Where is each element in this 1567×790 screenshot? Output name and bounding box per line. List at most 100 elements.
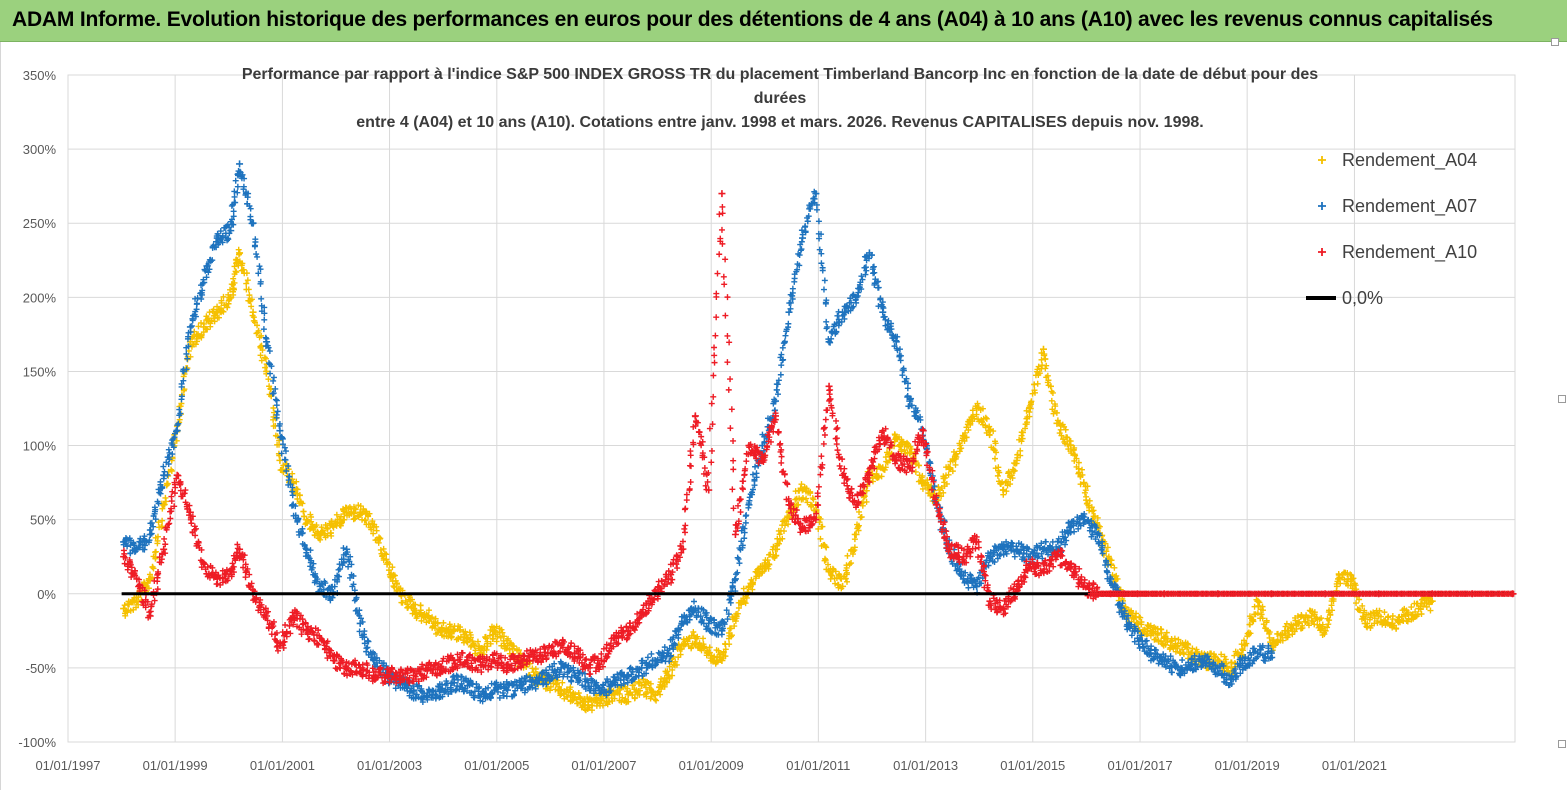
- data-point-interpolated: [779, 535, 786, 542]
- data-point-interpolated: [1259, 607, 1266, 614]
- data-point: [1321, 627, 1329, 635]
- data-point-interpolated: [426, 617, 433, 624]
- data-point-interpolated: [1113, 572, 1120, 579]
- data-point-interpolated: [1246, 621, 1253, 628]
- data-point-interpolated: [175, 420, 182, 427]
- data-point: [276, 427, 284, 435]
- data-point-interpolated: [1337, 580, 1344, 587]
- data-point-interpolated: [265, 360, 272, 367]
- data-point-interpolated: [279, 441, 286, 448]
- data-point-interpolated: [824, 561, 831, 568]
- data-point-interpolated: [593, 694, 600, 701]
- data-point-interpolated: [471, 694, 478, 701]
- data-point: [329, 523, 337, 531]
- data-point-interpolated: [822, 300, 829, 307]
- data-point-interpolated: [1011, 467, 1018, 474]
- data-point-interpolated: [795, 501, 802, 508]
- data-point-interpolated: [296, 492, 303, 499]
- data-point-interpolated: [629, 668, 636, 675]
- data-point-interpolated: [434, 619, 441, 626]
- data-point-interpolated: [493, 638, 500, 645]
- data-point-interpolated: [224, 304, 231, 311]
- data-point-interpolated: [467, 634, 474, 641]
- data-point-interpolated: [267, 361, 274, 368]
- data-point-interpolated: [1036, 370, 1043, 377]
- data-point-interpolated: [446, 629, 453, 636]
- data-point-interpolated: [476, 684, 483, 691]
- data-point-interpolated: [240, 266, 247, 273]
- data-point-interpolated: [1246, 613, 1253, 620]
- data-point-interpolated: [657, 691, 664, 698]
- data-point-interpolated: [375, 539, 382, 546]
- data-point-interpolated: [273, 414, 280, 421]
- data-point-interpolated: [1356, 596, 1363, 603]
- data-point-interpolated: [168, 467, 175, 474]
- data-point-interpolated: [801, 484, 808, 491]
- data-point-interpolated: [487, 640, 494, 647]
- data-point-interpolated: [625, 698, 632, 705]
- data-point-interpolated: [647, 680, 654, 687]
- data-point-interpolated: [743, 512, 750, 519]
- data-point-interpolated: [1363, 623, 1370, 630]
- data-point-interpolated: [347, 553, 354, 560]
- data-point-interpolated: [599, 702, 606, 709]
- data-point-interpolated: [356, 607, 363, 614]
- data-point-interpolated: [161, 501, 168, 508]
- data-point-interpolated: [409, 596, 416, 603]
- data-point-interpolated: [255, 270, 262, 277]
- data-point-interpolated: [373, 527, 380, 534]
- data-point-interpolated: [189, 317, 196, 324]
- data-point-interpolated: [1234, 649, 1241, 656]
- data-point-interpolated: [1304, 620, 1311, 627]
- data-point: [1080, 479, 1088, 487]
- data-point-interpolated: [1348, 572, 1355, 579]
- data-point-interpolated: [952, 461, 959, 468]
- data-point-interpolated: [151, 504, 158, 511]
- data-point-interpolated: [1283, 620, 1290, 627]
- data-point-interpolated: [924, 477, 931, 484]
- data-point-interpolated: [1324, 624, 1331, 631]
- data-point-interpolated: [1163, 629, 1170, 636]
- data-point-interpolated: [821, 277, 828, 284]
- data-point-interpolated: [232, 177, 239, 184]
- data-point-interpolated: [962, 429, 969, 436]
- data-point-interpolated: [741, 535, 748, 542]
- data-point-interpolated: [1299, 624, 1306, 631]
- data-point-interpolated: [632, 694, 639, 701]
- data-point-interpolated: [994, 472, 1001, 479]
- data-point-interpolated: [190, 333, 197, 340]
- data-point-interpolated: [1218, 651, 1225, 658]
- data-point-interpolated: [1052, 403, 1059, 410]
- data-point-interpolated: [588, 707, 595, 714]
- data-point-interpolated: [843, 569, 850, 576]
- data-point-interpolated: [273, 402, 280, 409]
- data-point-interpolated: [1403, 607, 1410, 614]
- data-point-interpolated: [990, 428, 997, 435]
- data-point-interpolated: [238, 175, 245, 182]
- x-axis: 01/01/1997 01/01/1999 01/01/2001 01/01/2003…: [35, 758, 1387, 773]
- data-point-interpolated: [1053, 409, 1060, 416]
- data-point-interpolated: [774, 391, 781, 398]
- data-point-interpolated: [479, 698, 486, 705]
- data-point-interpolated: [624, 679, 631, 686]
- data-point-interpolated: [225, 236, 232, 243]
- data-point-interpolated: [606, 698, 613, 705]
- data-point-interpolated: [1086, 497, 1093, 504]
- data-point-interpolated: [1042, 355, 1049, 362]
- data-point-interpolated: [499, 629, 506, 636]
- data-point-interpolated: [616, 690, 623, 697]
- data-point-interpolated: [418, 685, 425, 692]
- data-point-interpolated: [643, 659, 650, 666]
- data-point-interpolated: [851, 544, 858, 551]
- data-point-interpolated: [570, 664, 577, 671]
- data-point-interpolated: [1058, 432, 1065, 439]
- data-point-interpolated: [204, 315, 211, 322]
- data-point-interpolated: [1128, 632, 1135, 639]
- data-point-interpolated: [690, 629, 697, 636]
- data-point-interpolated: [184, 365, 191, 372]
- data-point: [160, 545, 168, 553]
- data-point-interpolated: [287, 481, 294, 488]
- data-point-interpolated: [764, 557, 771, 564]
- data-point-interpolated: [200, 329, 207, 336]
- data-point-interpolated: [779, 344, 786, 351]
